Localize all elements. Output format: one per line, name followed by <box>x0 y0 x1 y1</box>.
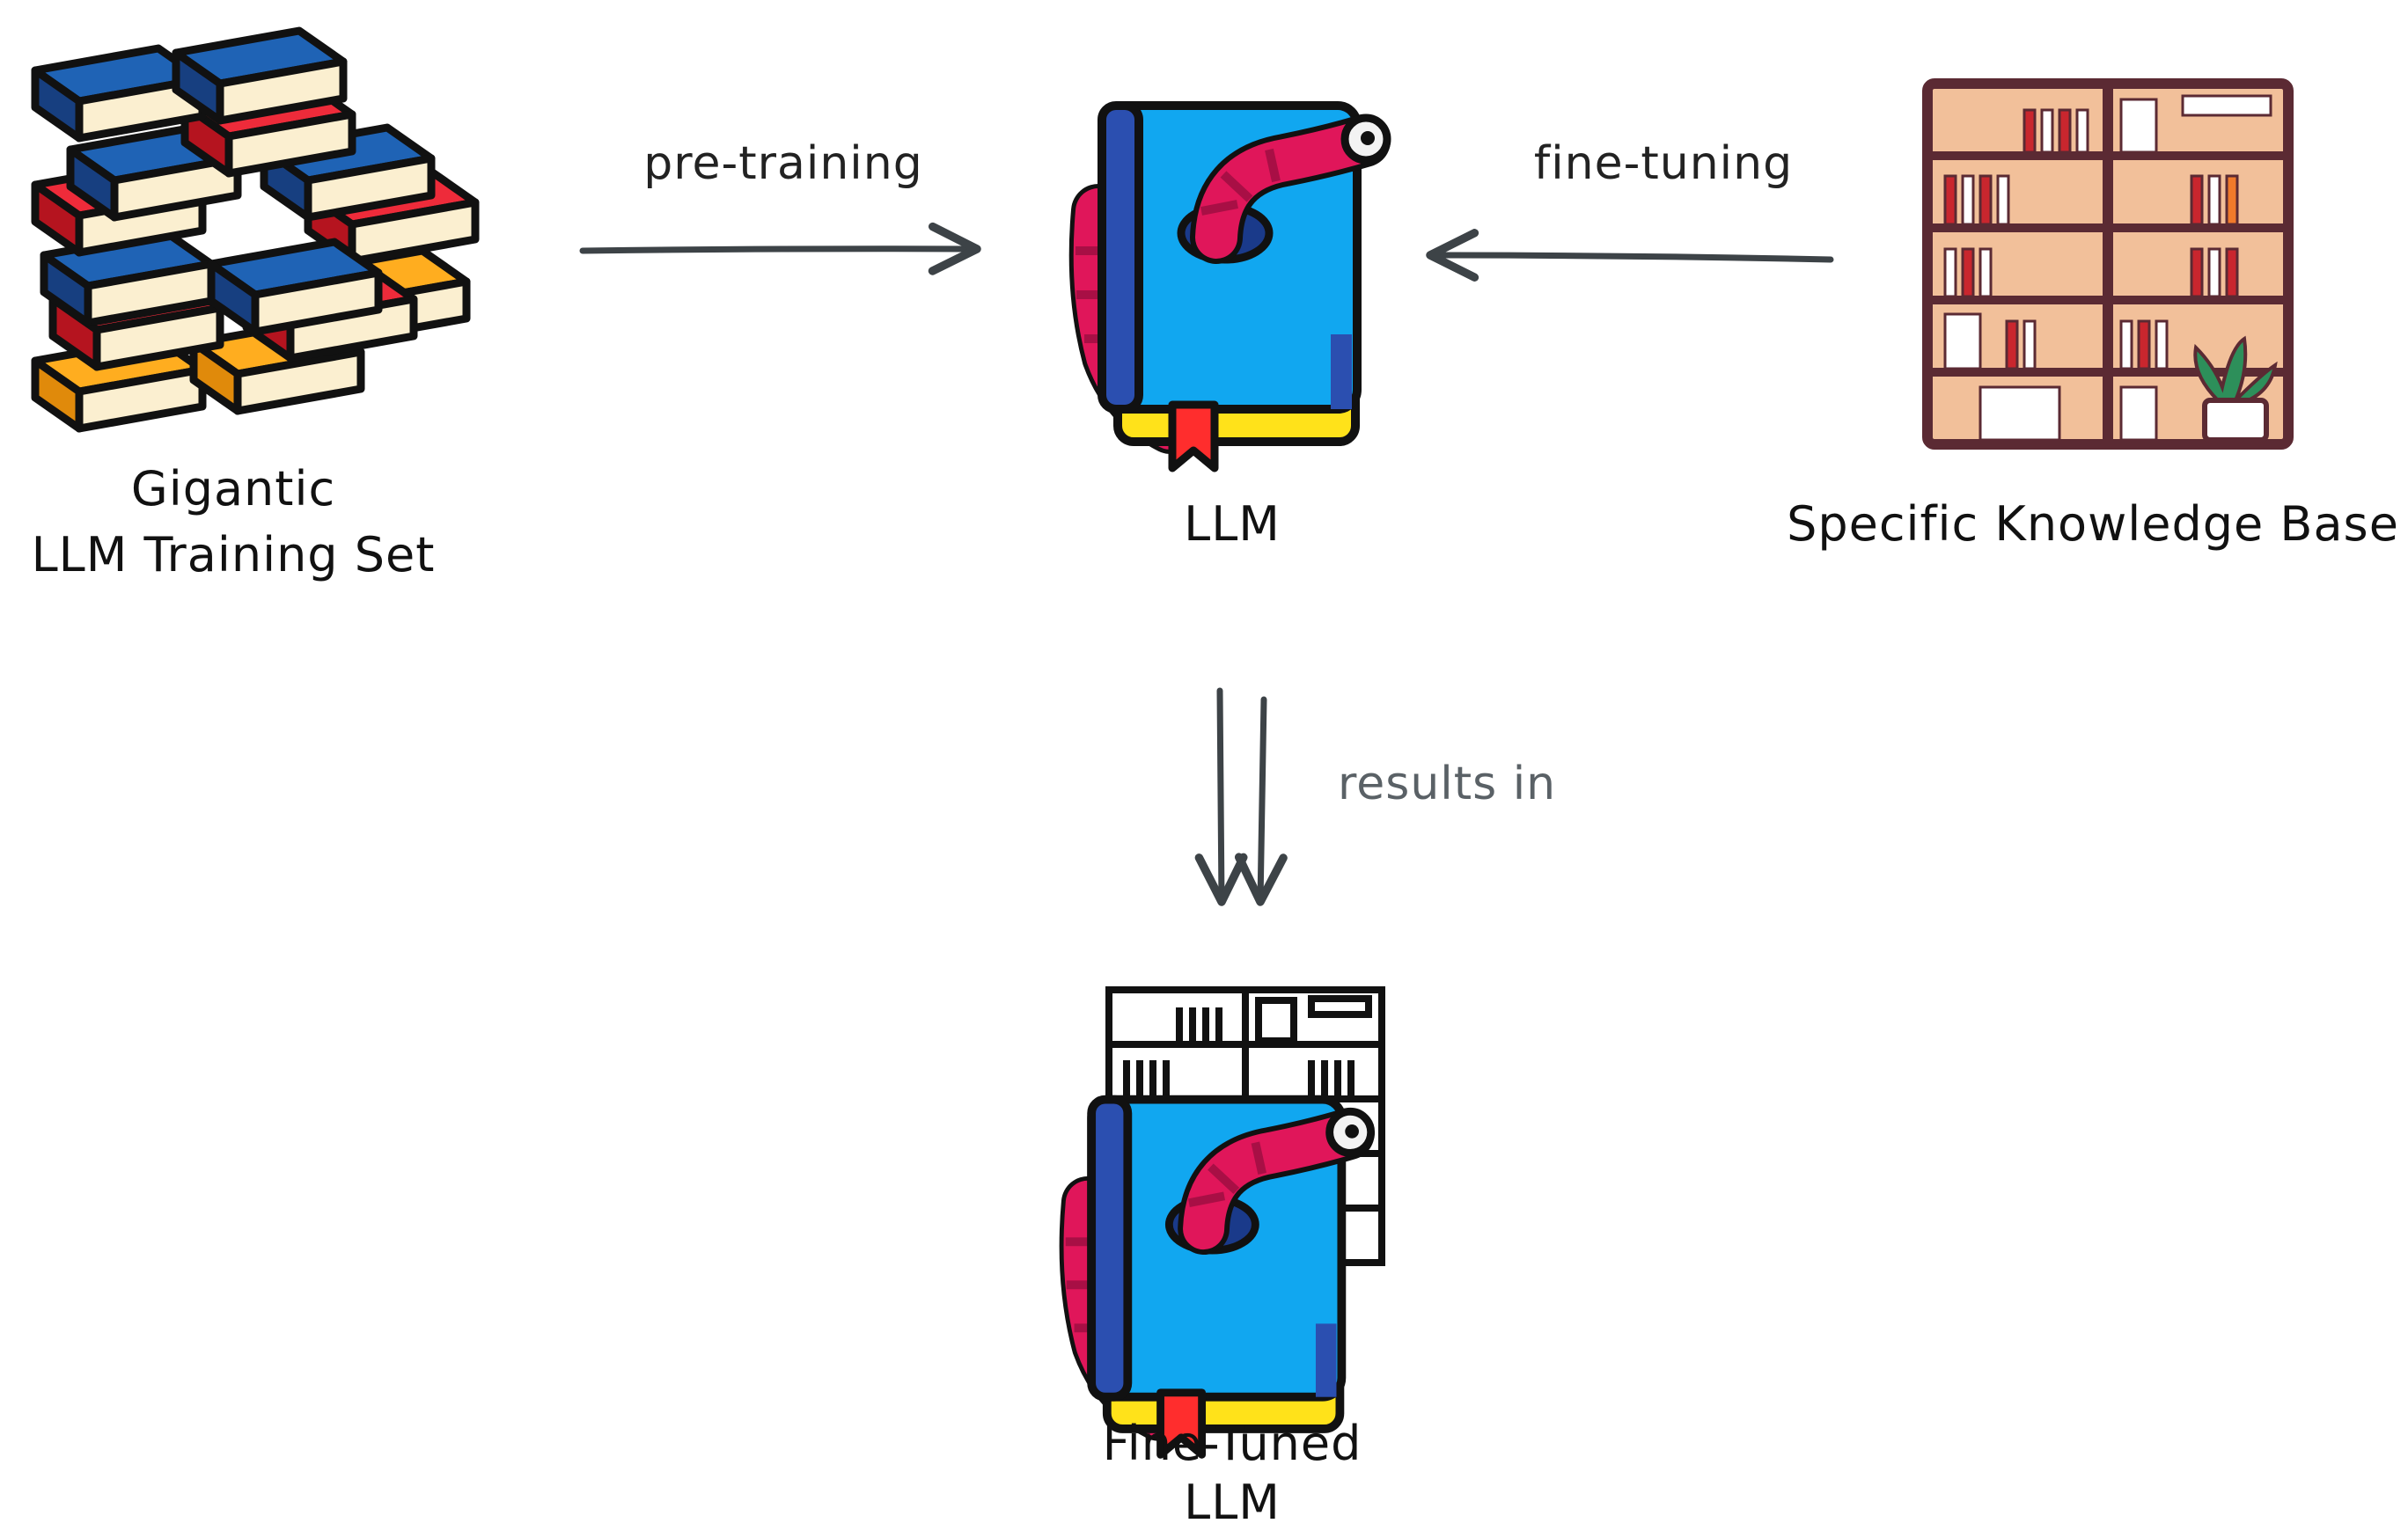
bookshelf-icon <box>1927 84 2288 444</box>
books-stack-icon <box>35 31 475 428</box>
finetuning-arrow <box>1426 229 1834 282</box>
results-arrow-left <box>1194 687 1248 906</box>
fine-tuned-label-line2: LLM <box>1184 1475 1281 1530</box>
finetuning-label: fine-tuning <box>1533 137 1794 190</box>
knowledge-base-label: Specific Knowledge Base <box>1787 496 2399 552</box>
pretraining-arrow <box>579 222 981 275</box>
results-arrow-right <box>1234 696 1288 906</box>
training-set-label-line2: LLM Training Set <box>31 527 436 582</box>
results-label: results in <box>1338 758 1557 810</box>
llm-label: LLM <box>1184 496 1281 552</box>
pretraining-label: pre-training <box>643 137 923 190</box>
fine-tuned-book-worm-icon <box>1066 1100 1371 1455</box>
fine-tuned-label-line1: Fine-Tuned <box>1102 1416 1362 1471</box>
training-set-label-line1: Gigantic <box>130 461 336 516</box>
llm-book-worm-icon <box>1076 106 1387 468</box>
